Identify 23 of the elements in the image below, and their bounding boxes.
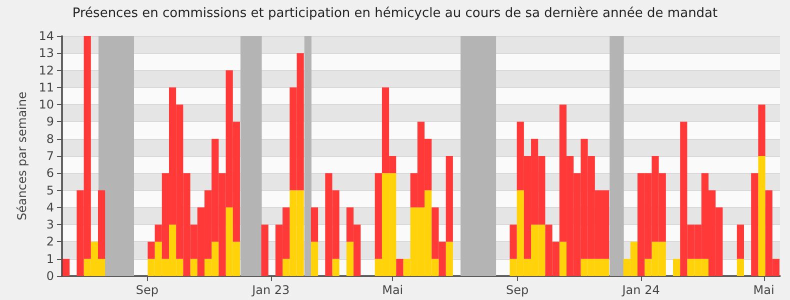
y-tick-label: 12 [38, 63, 54, 78]
y-tick-label: 8 [46, 132, 54, 146]
y-tick-label: 9 [46, 114, 54, 129]
y-tick-label: 7 [46, 149, 54, 163]
x-tick-label: Jan 23 [251, 283, 290, 297]
y-tick-label: 3 [46, 218, 54, 232]
chart-title: Présences en commissions et participation en hémicycle au cours de sa dernière année de mandat [72, 6, 718, 21]
y-tick-label: 11 [38, 80, 54, 94]
y-tick-label: 2 [46, 234, 54, 249]
y-tick-label: 0 [46, 269, 54, 283]
y-tick-label: 5 [46, 183, 54, 198]
y-axis-title: Séances par semaine [14, 92, 29, 220]
y-tick-label: 1 [46, 252, 54, 266]
y-tick-label: 13 [38, 46, 54, 60]
x-tick-label: Jan 24 [621, 283, 660, 297]
y-tick-label: 6 [46, 166, 54, 180]
x-tick-label: Sep [136, 283, 158, 297]
x-tick-label: Mai [382, 283, 404, 297]
y-tick-label: 10 [38, 98, 54, 112]
y-tick-label: 4 [46, 200, 54, 214]
x-tick-label: Sep [506, 283, 529, 297]
x-tick-label: Mai [753, 283, 774, 297]
y-tick-label: 14 [38, 29, 54, 43]
